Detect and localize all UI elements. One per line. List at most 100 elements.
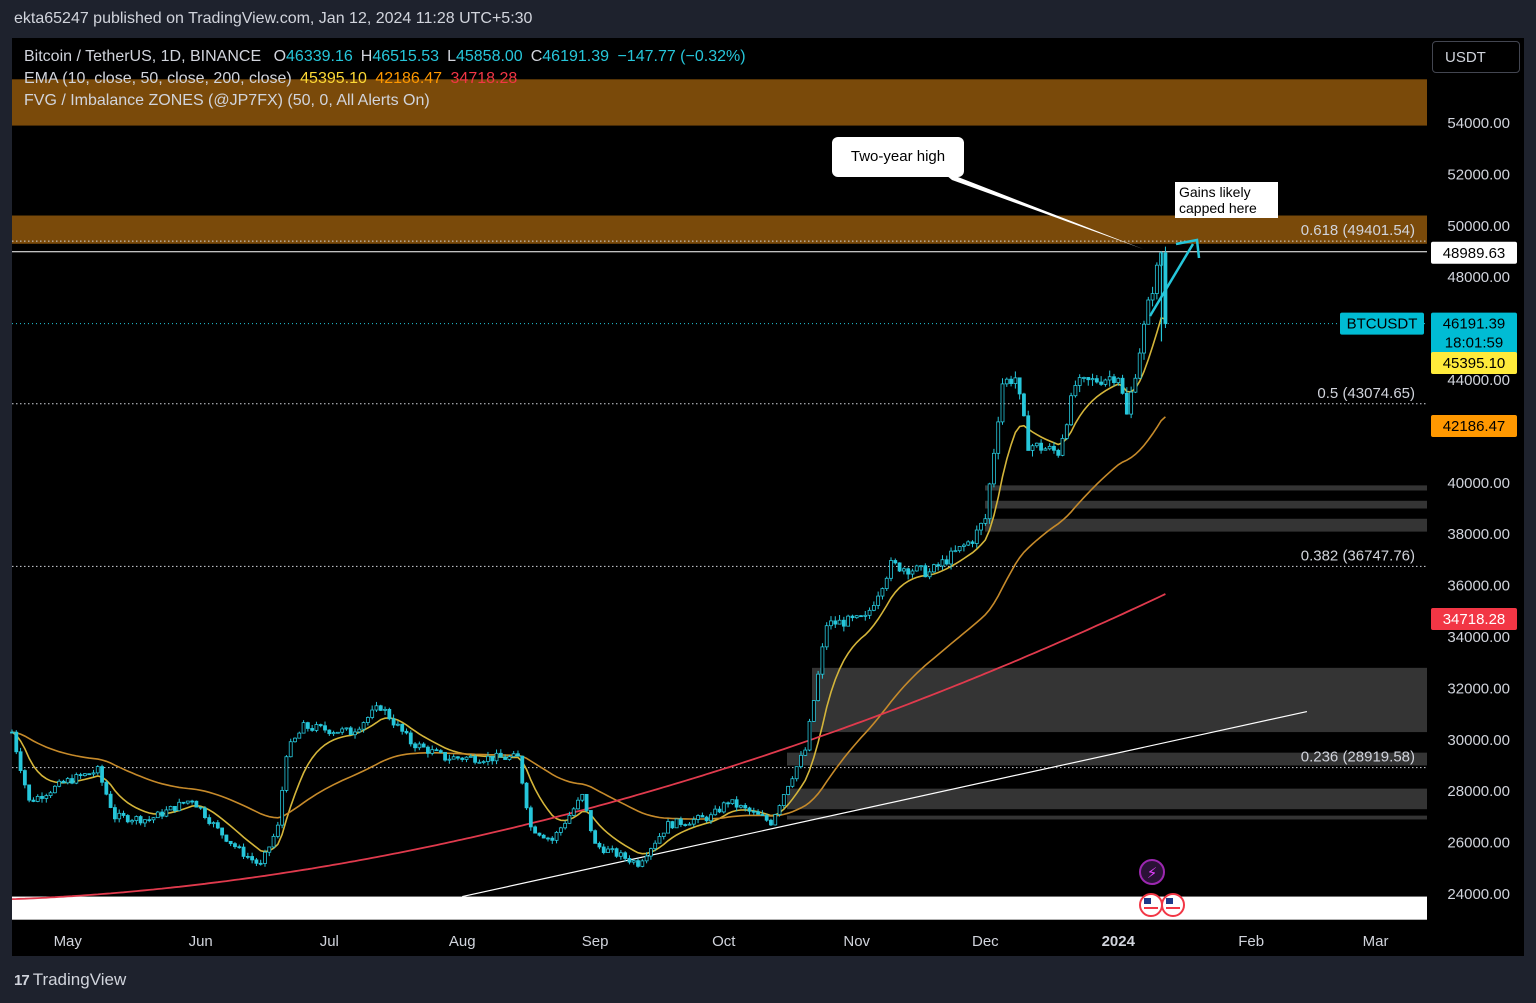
candle bbox=[696, 814, 700, 824]
candle-body bbox=[95, 766, 100, 774]
candle-body bbox=[267, 846, 272, 853]
candle bbox=[1154, 262, 1159, 300]
candle-body bbox=[1107, 376, 1112, 381]
candle-body bbox=[674, 818, 679, 829]
candle-body bbox=[1004, 378, 1009, 385]
candle bbox=[22, 769, 27, 789]
period-high-badge: 48989.63 bbox=[1443, 245, 1506, 262]
candle-body bbox=[173, 806, 177, 812]
candle bbox=[224, 834, 229, 843]
candle bbox=[764, 813, 769, 822]
legend-fvg-row: FVG / Imbalance ZONES (@JP7FX) (50, 0, A… bbox=[24, 90, 746, 112]
candle bbox=[704, 815, 709, 823]
candle-body bbox=[897, 562, 902, 572]
candle-body bbox=[284, 756, 289, 791]
candle bbox=[237, 844, 242, 849]
candle bbox=[1060, 434, 1065, 457]
candle bbox=[576, 797, 580, 810]
two-year-high-pointer bbox=[940, 170, 1143, 249]
candle-body bbox=[65, 778, 70, 784]
candle-body bbox=[194, 800, 199, 808]
candle bbox=[245, 852, 250, 860]
tradingview-logo[interactable]: 17 TradingView bbox=[14, 970, 126, 990]
candle-body bbox=[57, 780, 62, 787]
candle-body bbox=[318, 724, 323, 727]
candle-body bbox=[27, 784, 32, 801]
candle-body bbox=[353, 731, 357, 736]
candle-body bbox=[807, 720, 812, 751]
candle-body bbox=[511, 753, 516, 758]
candle bbox=[931, 563, 936, 573]
candle-body bbox=[14, 731, 19, 753]
candle bbox=[1077, 374, 1082, 393]
candle bbox=[648, 847, 653, 860]
candle bbox=[35, 794, 40, 803]
candle bbox=[829, 616, 833, 630]
candle bbox=[203, 806, 207, 820]
candle bbox=[82, 773, 87, 777]
fvg-zone-0 bbox=[12, 79, 1427, 126]
candle-body bbox=[78, 774, 83, 777]
candle bbox=[108, 791, 113, 809]
candle bbox=[653, 840, 658, 852]
candle-body bbox=[588, 810, 593, 832]
candle bbox=[979, 522, 983, 536]
candle-body bbox=[447, 758, 452, 761]
candle bbox=[992, 448, 996, 488]
candle-body bbox=[314, 724, 319, 731]
candle bbox=[820, 643, 825, 679]
candle-body bbox=[648, 848, 653, 857]
candle-body bbox=[743, 805, 748, 809]
candle bbox=[610, 845, 615, 853]
candle bbox=[726, 801, 730, 808]
candle-body bbox=[623, 852, 628, 859]
candle-body bbox=[713, 808, 718, 816]
price-axis: 24000.00 26000.00 28000.00 30000.00 32000.00… bbox=[1447, 115, 1510, 903]
y-tick-label: 48000.00 bbox=[1447, 269, 1510, 286]
lightning-glyph: ⚡ bbox=[1147, 865, 1158, 882]
candle-body bbox=[837, 619, 842, 625]
symbol-badge-bg bbox=[1340, 312, 1424, 335]
candle-body bbox=[661, 832, 666, 837]
candle-body bbox=[22, 770, 27, 786]
candle bbox=[906, 567, 911, 580]
candle-body bbox=[297, 732, 302, 739]
candle bbox=[799, 751, 803, 769]
candle bbox=[1107, 370, 1112, 387]
candle-body bbox=[1039, 442, 1043, 451]
candle bbox=[451, 754, 456, 760]
candle bbox=[1026, 410, 1031, 451]
candle-body bbox=[601, 846, 606, 854]
legend-ohlc-o: O46339.16 bbox=[273, 48, 353, 65]
candle-body bbox=[357, 728, 362, 733]
two-year-high-callout: Two-year high bbox=[832, 137, 964, 177]
candle bbox=[447, 754, 452, 764]
candle-body bbox=[786, 785, 791, 795]
candle bbox=[1120, 374, 1125, 395]
candle bbox=[631, 859, 636, 865]
candle bbox=[709, 812, 713, 824]
candle-body bbox=[396, 723, 400, 726]
candle bbox=[426, 745, 430, 758]
candle bbox=[966, 540, 971, 547]
candle bbox=[143, 819, 147, 828]
candle-body bbox=[1146, 299, 1151, 325]
us-flag-canton bbox=[1144, 898, 1151, 904]
currency-button[interactable]: USDT bbox=[1432, 41, 1520, 73]
candle-body bbox=[906, 568, 911, 575]
candle bbox=[233, 842, 237, 849]
candle bbox=[516, 750, 520, 757]
candle bbox=[1069, 392, 1074, 426]
candle bbox=[657, 833, 662, 844]
candle-body bbox=[228, 840, 233, 845]
candle bbox=[803, 747, 808, 757]
candle bbox=[125, 814, 130, 824]
candle-body bbox=[87, 773, 92, 776]
candle bbox=[1013, 371, 1018, 389]
tradingview-logo-text: TradingView bbox=[32, 970, 127, 989]
candle bbox=[48, 790, 53, 798]
ema-badge-2: 34718.28 bbox=[1443, 611, 1506, 628]
candle bbox=[74, 772, 79, 785]
candle-body bbox=[781, 794, 786, 806]
